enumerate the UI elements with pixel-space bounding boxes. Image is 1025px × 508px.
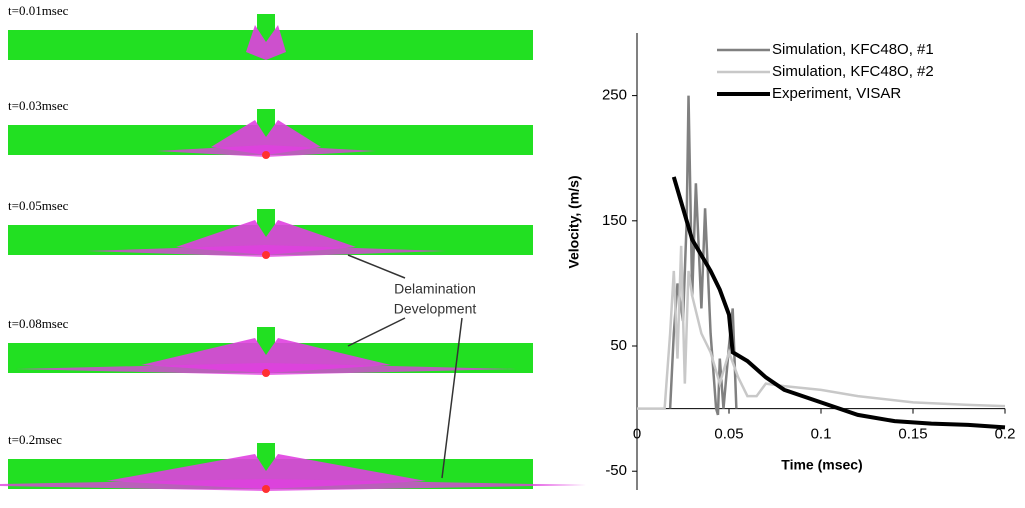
impact-point <box>262 485 270 493</box>
simulation-frames: t=0.01msec t=0.03msec t=0.05msec t=0.08msec… <box>0 3 586 493</box>
figure: t=0.01msec t=0.03msec t=0.05msec t=0.08msec… <box>0 0 1025 503</box>
y-tick-label: -50 <box>605 462 627 479</box>
legend-label: Simulation, KFC48O, #2 <box>772 63 934 80</box>
frame-label: t=0.01msec <box>8 3 69 18</box>
annotation: Development <box>394 301 477 317</box>
frame-label: t=0.05msec <box>8 198 69 213</box>
frame-label: t=0.08msec <box>8 316 69 331</box>
frame-label: t=0.03msec <box>8 98 69 113</box>
x-tick-label: 0.15 <box>898 426 927 443</box>
legend-label: Experiment, VISAR <box>772 85 901 102</box>
annotation: Delamination <box>394 281 476 297</box>
x-tick-label: 0 <box>633 426 641 443</box>
x-axis-title: Time (msec) <box>781 457 862 473</box>
y-tick-label: 250 <box>602 87 627 104</box>
arrow <box>442 318 462 478</box>
impact-point <box>262 151 270 159</box>
series-line <box>674 177 1005 427</box>
arrow <box>348 318 405 346</box>
y-axis-title: Velocity, (m/s) <box>566 175 582 268</box>
frame-label: t=0.2msec <box>8 432 62 447</box>
x-tick-label: 0.1 <box>811 426 832 443</box>
arrow <box>348 255 405 278</box>
y-tick-label: 150 <box>602 212 627 229</box>
y-tick-label: 50 <box>610 337 627 354</box>
impact-point <box>262 251 270 259</box>
legend-label: Simulation, KFC48O, #1 <box>772 41 934 58</box>
x-tick-label: 0.05 <box>714 426 743 443</box>
impact-point <box>262 369 270 377</box>
